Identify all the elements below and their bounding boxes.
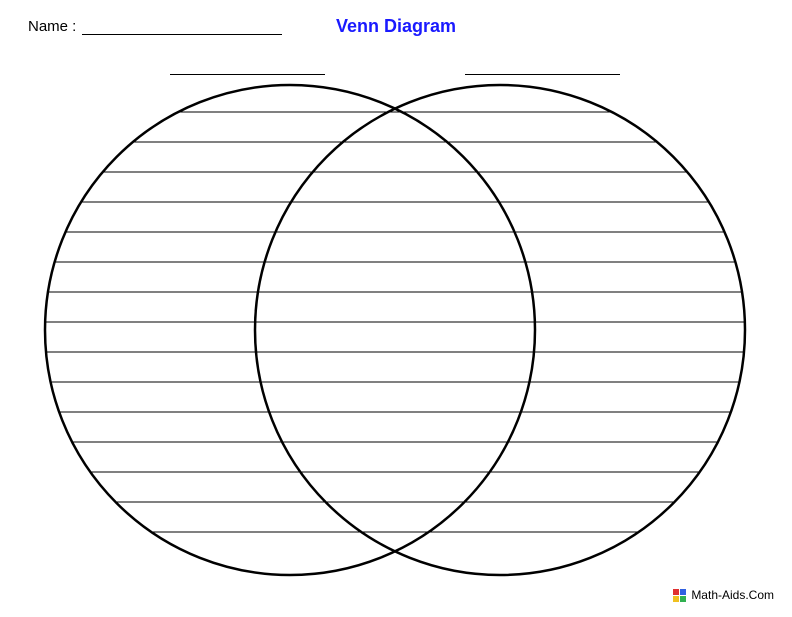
footer-logo-icon — [673, 589, 686, 602]
left-circle-label-line — [170, 74, 325, 75]
footer-credit: Math-Aids.Com — [673, 588, 774, 602]
right-circle-label-line — [465, 74, 620, 75]
venn-svg — [0, 0, 792, 612]
footer-text: Math-Aids.Com — [691, 588, 774, 602]
venn-diagram — [0, 0, 792, 612]
